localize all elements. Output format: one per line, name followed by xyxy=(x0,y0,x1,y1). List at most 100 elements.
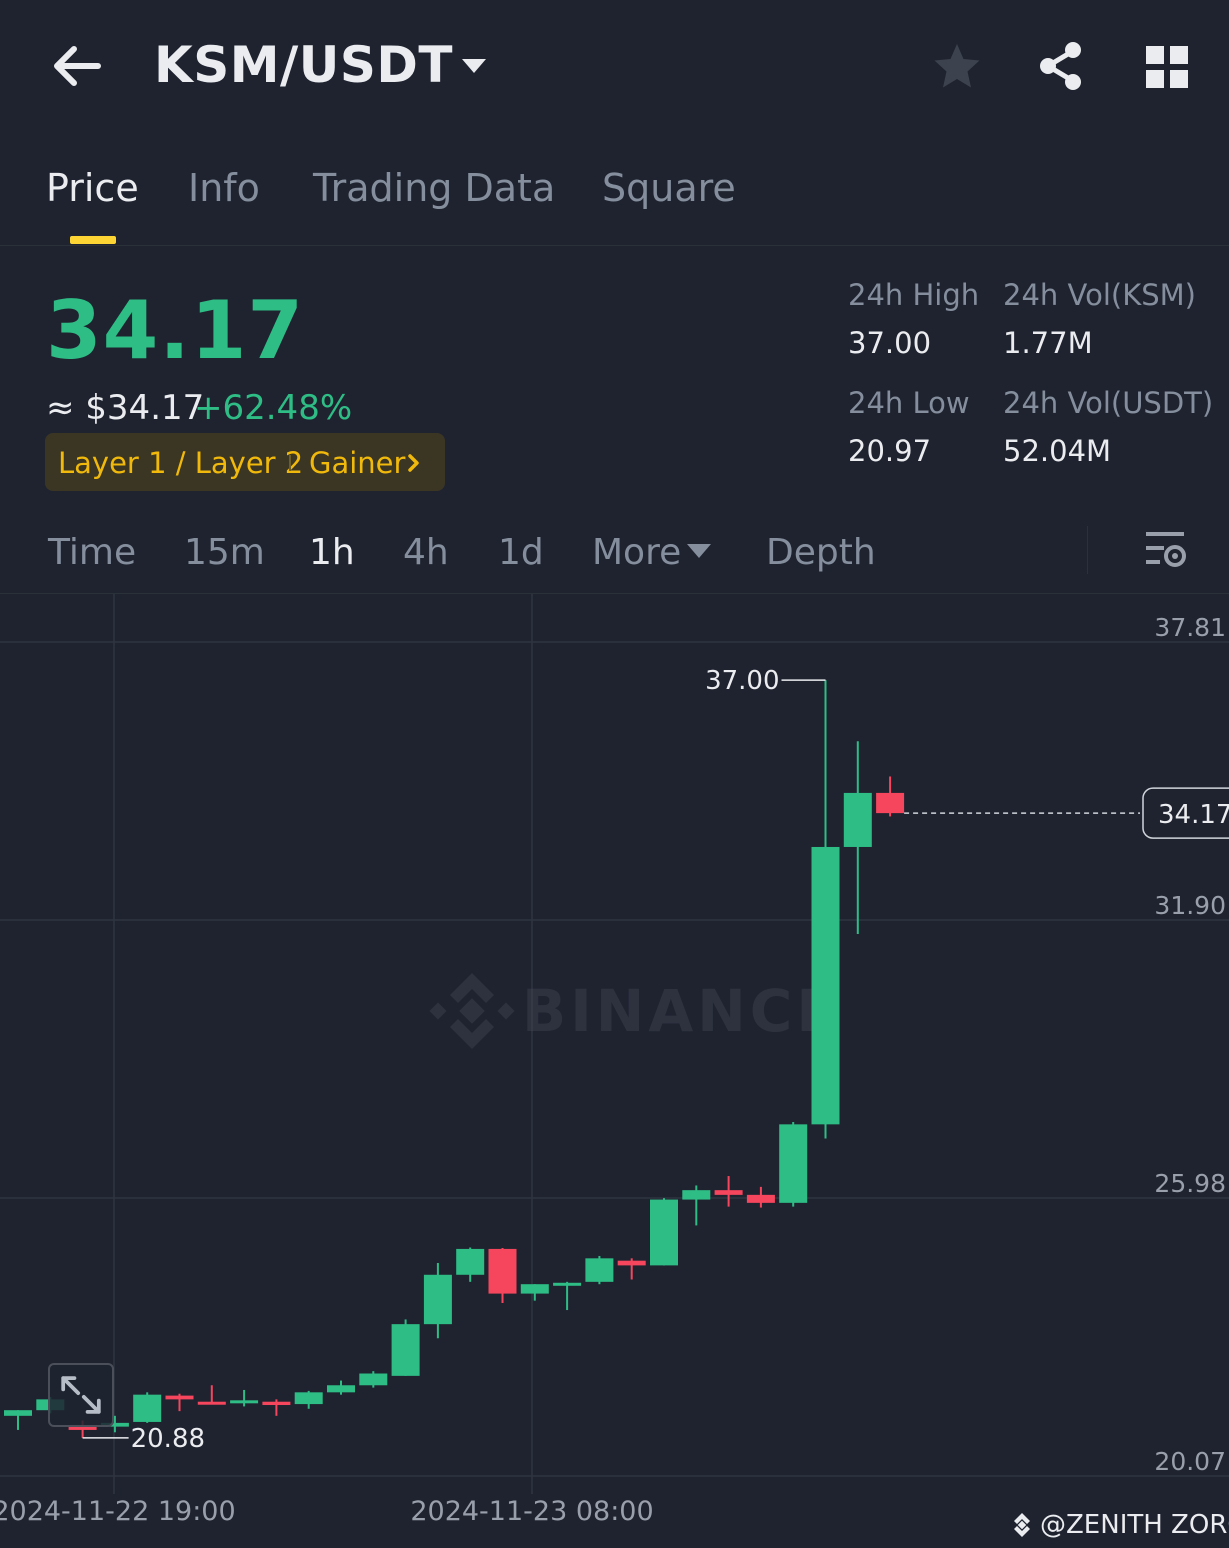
candle-body xyxy=(843,792,872,847)
active-tab-indicator xyxy=(70,236,116,244)
category-tags[interactable] xyxy=(45,433,445,491)
candle-body xyxy=(746,1194,775,1203)
candle-body xyxy=(617,1260,646,1266)
candle xyxy=(650,1198,678,1266)
x-axis-label: 2024-11-23 08:00 xyxy=(410,1496,653,1527)
caret-down-icon[interactable] xyxy=(460,56,488,76)
candle-body xyxy=(100,1422,129,1427)
candle-body xyxy=(714,1190,743,1195)
candle xyxy=(391,1319,420,1376)
tab-square[interactable]: Square xyxy=(602,166,736,210)
low-label: 24h Low xyxy=(848,386,970,420)
current-price-label: 34.17 xyxy=(1158,800,1229,830)
candle xyxy=(262,1399,291,1416)
price-change-percent: +62.48% xyxy=(194,388,353,428)
candle xyxy=(197,1385,226,1405)
high-label: 24h High xyxy=(848,278,980,312)
candle xyxy=(876,776,905,817)
chart-markers: 37.00 20.88 34.17 xyxy=(82,666,1229,1454)
vol-quote-value: 52.04M xyxy=(1003,434,1112,468)
approx-usd-price: ≈ $34.17 xyxy=(46,388,205,428)
x-axis-label: 2024-11-22 19:00 xyxy=(0,1496,236,1527)
high-marker-label: 37.00 xyxy=(705,666,779,696)
chart-grid xyxy=(0,594,1229,1494)
binance-watermark: BINANCE xyxy=(429,973,840,1049)
interval-4h[interactable]: 4h xyxy=(403,532,449,573)
y-axis-label: 20.07 xyxy=(1154,1447,1226,1476)
candle xyxy=(456,1247,485,1282)
chevron-right-icon[interactable] xyxy=(406,452,422,474)
vol-base-label: 24h Vol(KSM) xyxy=(1003,278,1196,312)
chart-top-divider xyxy=(0,593,1229,594)
tab-trading-data[interactable]: Trading Data xyxy=(313,166,556,210)
candle xyxy=(100,1415,129,1433)
candle-body xyxy=(4,1410,32,1416)
binance-logo-icon xyxy=(1014,1513,1030,1537)
interval-depth[interactable]: Depth xyxy=(766,532,876,573)
candle xyxy=(520,1284,549,1301)
y-axis-label: 31.90 xyxy=(1154,891,1226,920)
star-icon[interactable] xyxy=(930,40,984,94)
interval-time[interactable]: Time xyxy=(48,532,137,573)
tab-info[interactable]: Info xyxy=(188,166,260,210)
candle xyxy=(359,1371,388,1388)
back-arrow-icon[interactable] xyxy=(48,40,104,92)
candle-body xyxy=(165,1395,194,1400)
grid-icon[interactable] xyxy=(1144,44,1190,90)
interval-1d[interactable]: 1d xyxy=(498,532,544,573)
fullscreen-expand-icon[interactable] xyxy=(48,1363,114,1427)
candle-body xyxy=(262,1401,291,1406)
candle-body xyxy=(811,846,840,1125)
candle-body xyxy=(391,1324,420,1376)
tag-gainer[interactable]: Gainer xyxy=(309,446,406,480)
candle-body xyxy=(520,1284,549,1294)
candle-body xyxy=(359,1373,388,1386)
interval-1h[interactable]: 1h xyxy=(309,532,355,573)
candle xyxy=(585,1255,614,1285)
candle xyxy=(746,1186,775,1208)
candle-body xyxy=(197,1401,226,1405)
vol-base-value: 1.77M xyxy=(1003,326,1093,360)
candle-body xyxy=(294,1392,323,1405)
candle xyxy=(843,741,872,934)
interval-15m[interactable]: 15m xyxy=(184,532,265,573)
candle-body xyxy=(230,1400,259,1404)
candle-body xyxy=(682,1190,711,1200)
candle xyxy=(779,1121,808,1207)
candle xyxy=(327,1380,355,1395)
watermark-credit: @ZENITH ZORO xyxy=(1040,1510,1229,1540)
tag-separator xyxy=(289,455,291,471)
candle xyxy=(553,1281,582,1311)
candle xyxy=(423,1263,452,1339)
last-price: 34.17 xyxy=(46,284,305,377)
share-icon[interactable] xyxy=(1036,40,1086,92)
candle xyxy=(230,1389,259,1407)
low-value: 20.97 xyxy=(848,434,932,468)
candle-body xyxy=(488,1248,517,1294)
candle-body xyxy=(553,1282,582,1286)
candlestick-chart[interactable]: BINANCE 37.00 20.88 34.17 37.81 31.90 25.9… xyxy=(0,594,1229,1548)
candle xyxy=(133,1392,162,1423)
candle xyxy=(617,1258,646,1280)
candle-body xyxy=(327,1385,355,1393)
tag-layer[interactable]: Layer 1 / Layer 2 xyxy=(58,446,304,480)
interval-more[interactable]: More xyxy=(592,532,682,573)
candle-body xyxy=(456,1248,485,1275)
candle xyxy=(4,1410,32,1430)
pair-title[interactable]: KSM/USDT xyxy=(154,36,453,94)
tab-price[interactable]: Price xyxy=(46,166,139,210)
candle-body xyxy=(423,1274,452,1325)
caret-down-icon[interactable] xyxy=(686,543,712,559)
high-value: 37.00 xyxy=(848,326,932,360)
y-axis-label: 25.98 xyxy=(1154,1169,1226,1198)
chart-settings-icon[interactable] xyxy=(1142,528,1188,572)
candle xyxy=(714,1176,743,1207)
candle xyxy=(165,1393,194,1412)
vol-quote-label: 24h Vol(USDT) xyxy=(1003,386,1214,420)
watermark-text: BINANCE xyxy=(522,977,840,1045)
candle xyxy=(811,680,840,1139)
candle-body xyxy=(68,1425,97,1430)
current-price-tag xyxy=(1142,787,1229,839)
y-axis-label: 37.81 xyxy=(1154,613,1226,642)
tabs-divider xyxy=(0,245,1229,246)
